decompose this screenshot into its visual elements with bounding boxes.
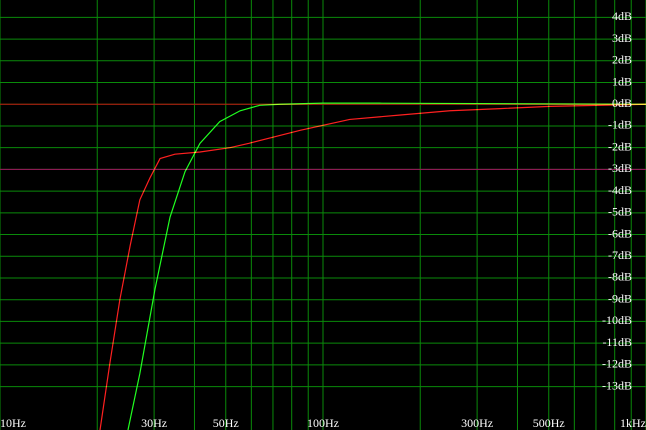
y-tick-label: -2dB [608,139,632,153]
y-tick-label: 2dB [612,53,632,67]
y-tick-label: -6dB [608,226,632,240]
y-tick-label: -11dB [602,335,632,349]
y-tick-label: -7dB [608,248,632,262]
x-tick-label: 300Hz [461,416,493,430]
y-tick-label: -12dB [602,357,632,371]
x-tick-label: 500Hz [533,416,565,430]
y-tick-label: 3dB [612,31,632,45]
y-tick-label: -13dB [602,378,632,392]
y-tick-label: 1dB [612,74,632,88]
x-tick-label: 10Hz [0,416,26,430]
y-tick-label: -3dB [608,161,632,175]
y-tick-label: -8dB [608,270,632,284]
y-tick-label: 4dB [612,9,632,23]
x-tick-label: 30Hz [141,416,167,430]
y-tick-label: -1dB [608,118,632,132]
response-curve [127,102,646,430]
response-curve [99,103,646,430]
y-tick-label: -4dB [608,183,632,197]
y-tick-label: -5dB [608,205,632,219]
x-tick-label: 50Hz [213,416,239,430]
x-tick-label: 1kHz [620,416,646,430]
y-tick-label: -9dB [608,291,632,305]
y-tick-label: -10dB [602,313,632,327]
y-tick-label: 0dB [612,96,632,110]
x-tick-label: 100Hz [307,416,339,430]
